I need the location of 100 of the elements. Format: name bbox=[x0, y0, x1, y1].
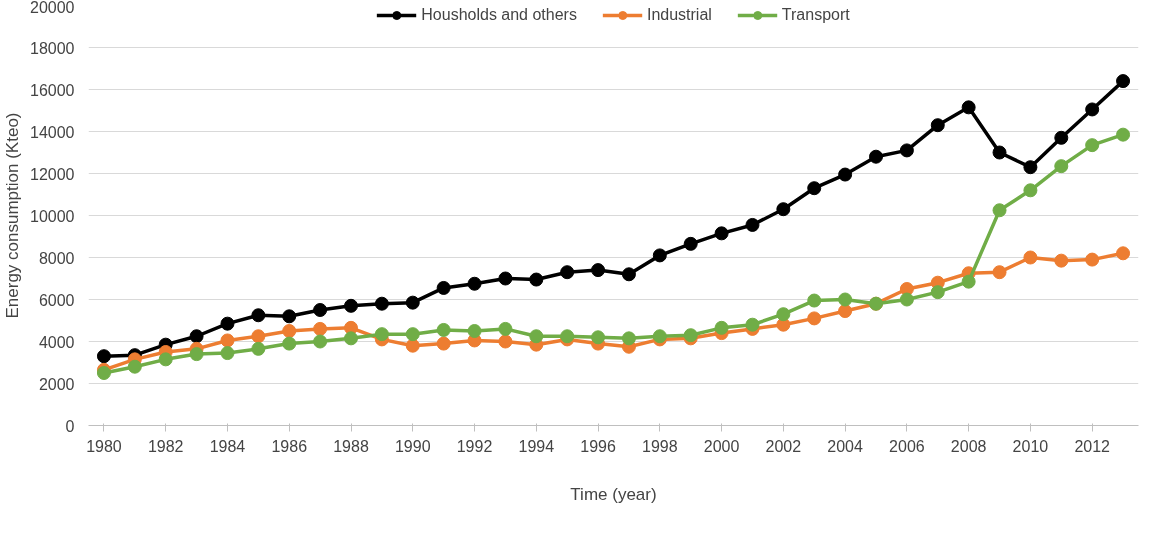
point bbox=[467, 324, 482, 338]
point bbox=[745, 317, 760, 332]
point bbox=[714, 320, 729, 335]
point bbox=[1116, 74, 1131, 89]
point bbox=[838, 304, 853, 319]
x-tick-label: 1986 bbox=[271, 437, 308, 455]
point bbox=[899, 292, 914, 307]
point bbox=[436, 322, 451, 337]
point bbox=[1085, 138, 1100, 153]
point bbox=[498, 271, 513, 286]
point bbox=[591, 263, 606, 278]
point bbox=[374, 296, 389, 311]
point bbox=[961, 274, 976, 289]
x-tick-label: 1988 bbox=[333, 437, 369, 455]
point bbox=[96, 366, 111, 380]
x-tick-label: 2012 bbox=[1074, 437, 1111, 455]
point bbox=[96, 349, 111, 364]
point bbox=[374, 327, 389, 342]
point bbox=[282, 324, 297, 338]
point bbox=[1054, 159, 1069, 174]
y-tick-label: 20000 bbox=[30, 0, 75, 16]
point bbox=[992, 203, 1007, 218]
point bbox=[714, 226, 729, 241]
point bbox=[313, 334, 328, 349]
y-axis-title: Energy consumption (Kteo) bbox=[3, 112, 23, 319]
y-tick-label: 8000 bbox=[38, 249, 75, 267]
point bbox=[807, 311, 822, 326]
legend-label: Transport bbox=[781, 6, 850, 24]
y-tick-label: 0 bbox=[65, 417, 75, 435]
x-tick-label: 2006 bbox=[889, 437, 925, 455]
x-tick-label: 1982 bbox=[147, 437, 184, 455]
x-tick-label: 2004 bbox=[827, 437, 864, 455]
legend-label: Housholds and others bbox=[421, 6, 577, 24]
point bbox=[467, 276, 482, 291]
y-tick-label: 14000 bbox=[30, 123, 75, 141]
point bbox=[838, 292, 853, 307]
point bbox=[344, 331, 358, 346]
point bbox=[745, 217, 760, 232]
x-axis-title: Time (year) bbox=[570, 484, 657, 504]
x-tick-label: 1998 bbox=[642, 437, 678, 455]
point bbox=[776, 202, 791, 217]
point bbox=[344, 298, 358, 313]
legend-label: Industrial bbox=[646, 6, 712, 24]
point bbox=[992, 265, 1007, 280]
point bbox=[529, 272, 544, 287]
y-tick-label: 12000 bbox=[30, 165, 75, 183]
point bbox=[251, 308, 266, 323]
x-tick-label: 1980 bbox=[86, 437, 122, 455]
point bbox=[220, 346, 235, 361]
point bbox=[1116, 127, 1131, 142]
point bbox=[560, 265, 575, 280]
point bbox=[807, 293, 822, 308]
point bbox=[1023, 160, 1038, 175]
point bbox=[930, 285, 945, 300]
point bbox=[189, 329, 204, 344]
point bbox=[899, 143, 914, 158]
point bbox=[405, 295, 420, 310]
point bbox=[1023, 250, 1038, 265]
point bbox=[251, 329, 266, 344]
x-tick-label: 2010 bbox=[1012, 437, 1049, 455]
y-tick-label: 16000 bbox=[30, 81, 75, 99]
x-tick-label: 2008 bbox=[950, 437, 987, 455]
point bbox=[1054, 130, 1069, 145]
y-tick-label: 4000 bbox=[38, 333, 75, 351]
point bbox=[498, 321, 513, 336]
point bbox=[127, 359, 142, 374]
point bbox=[313, 303, 328, 317]
point bbox=[621, 267, 636, 282]
point bbox=[683, 236, 698, 251]
point bbox=[189, 347, 204, 362]
point bbox=[158, 352, 173, 367]
point bbox=[220, 333, 235, 348]
point bbox=[1085, 102, 1100, 117]
point bbox=[405, 338, 420, 353]
y-tick-label: 2000 bbox=[38, 375, 75, 393]
x-tick-label: 1994 bbox=[518, 437, 555, 455]
y-tick-label: 18000 bbox=[30, 39, 75, 57]
point bbox=[591, 330, 606, 345]
point bbox=[930, 118, 945, 133]
point bbox=[1085, 252, 1100, 267]
point bbox=[652, 248, 667, 263]
point bbox=[282, 336, 297, 351]
point bbox=[529, 329, 544, 344]
point bbox=[807, 181, 822, 196]
point bbox=[961, 100, 976, 115]
point bbox=[313, 321, 328, 336]
point bbox=[405, 327, 420, 342]
point bbox=[1116, 246, 1131, 261]
point bbox=[220, 316, 235, 331]
x-tick-label: 2002 bbox=[765, 437, 802, 455]
point bbox=[251, 341, 266, 356]
point bbox=[776, 307, 791, 322]
point bbox=[436, 280, 451, 295]
x-tick-label: 2000 bbox=[703, 437, 740, 455]
x-tick-label: 1996 bbox=[580, 437, 616, 455]
x-tick-label: 1992 bbox=[456, 437, 493, 455]
point bbox=[621, 331, 636, 346]
point bbox=[869, 149, 883, 164]
y-tick-label: 10000 bbox=[30, 207, 75, 225]
point bbox=[436, 336, 451, 351]
